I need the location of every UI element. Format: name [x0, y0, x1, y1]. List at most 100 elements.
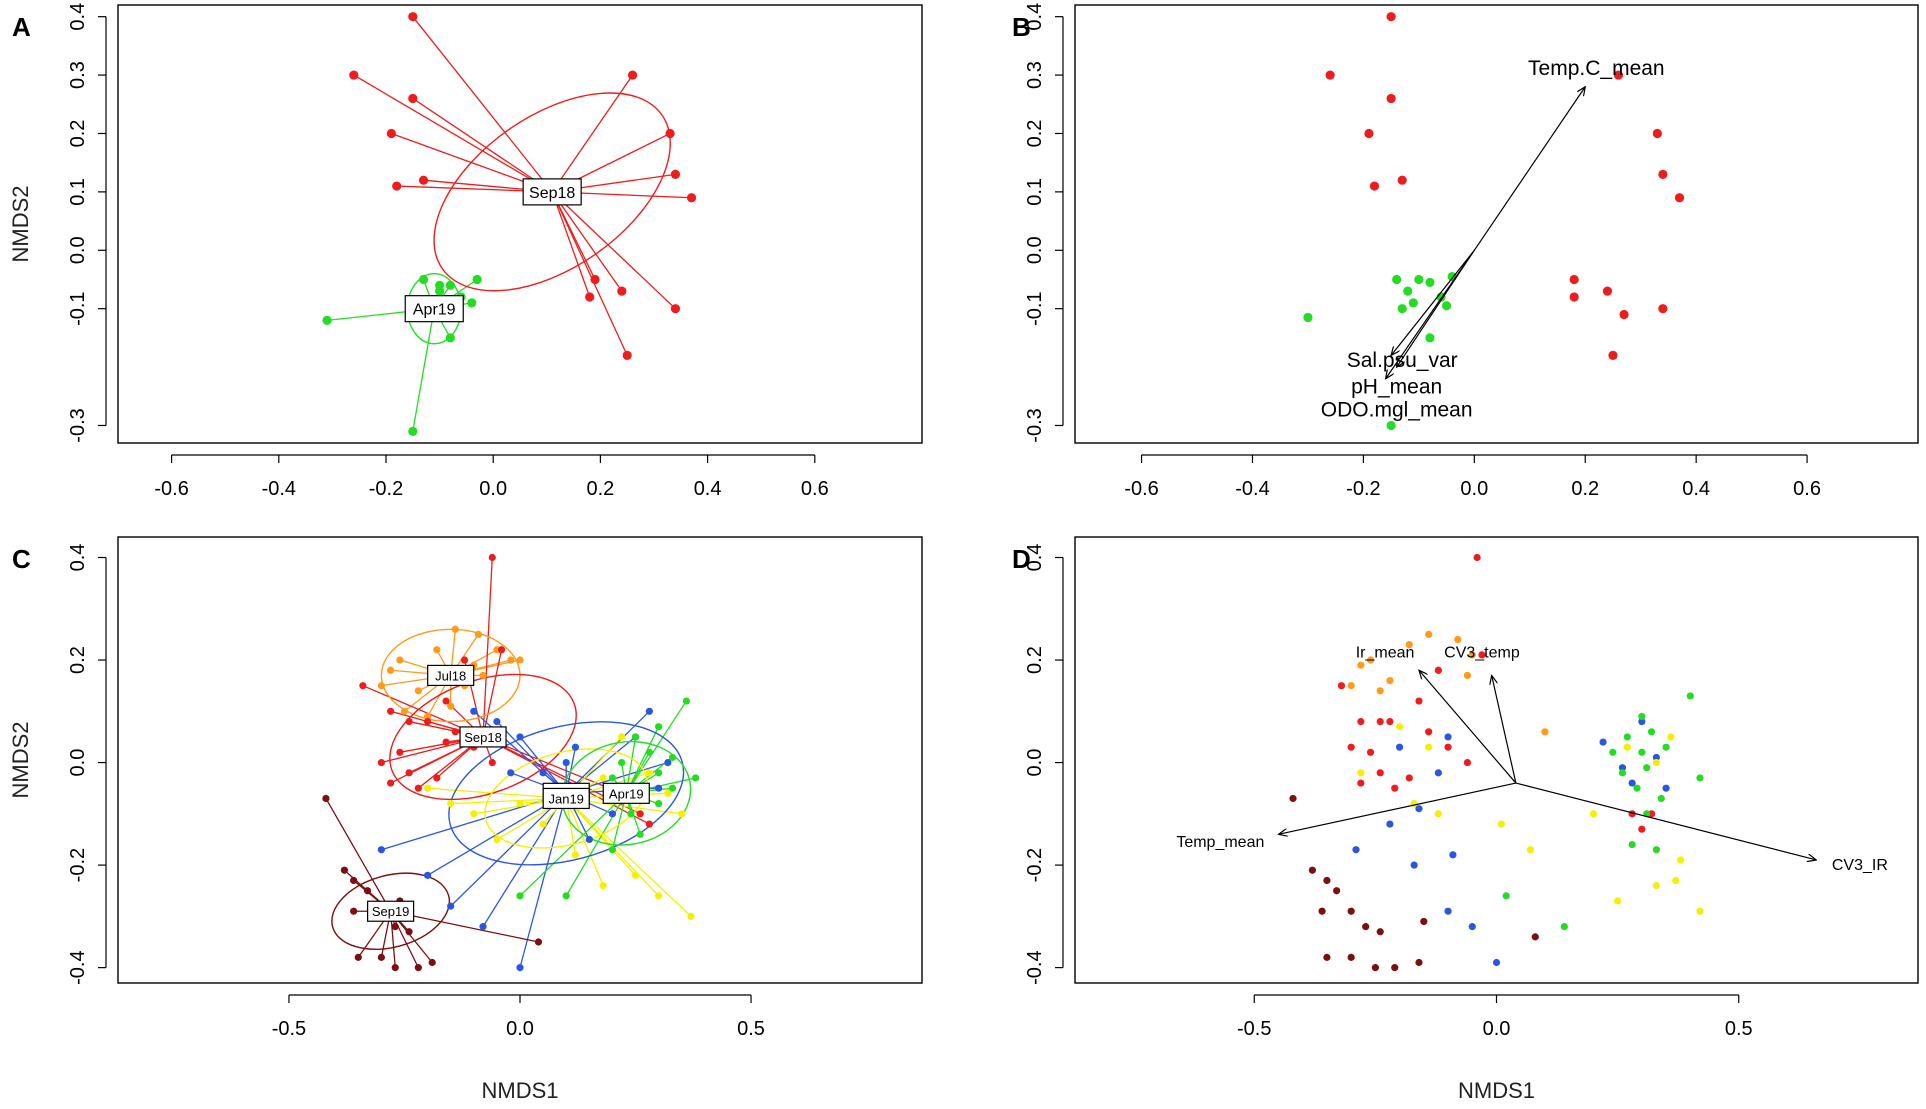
point-jan19 — [1677, 856, 1685, 864]
arrow-sal-psu-var — [1391, 249, 1475, 355]
spider-line-oct18 — [381, 792, 567, 851]
point-jan19 — [1497, 820, 1505, 828]
point-oct18 — [1468, 923, 1476, 931]
group-label-apr19: Apr19 — [404, 295, 464, 323]
x-axis-title: NMDS1 — [1458, 1078, 1535, 1103]
point-oct18 — [645, 707, 653, 715]
point-jan19 — [1589, 810, 1597, 818]
point-apr19 — [445, 333, 455, 343]
group-label-sep18: Sep18 — [459, 726, 507, 748]
point-jul18 — [507, 656, 515, 664]
y-tick-label: 0.3 — [67, 61, 89, 89]
arrow-label-odo-mgl-mean: ODO.mgl_mean — [1321, 399, 1473, 422]
group-label-text: Apr19 — [609, 786, 644, 801]
point-sep19 — [363, 887, 372, 895]
y-tick-label: 0.4 — [1024, 544, 1046, 572]
point-jul18 — [387, 666, 395, 674]
point-oct18 — [516, 964, 524, 972]
point-sep18 — [1658, 169, 1668, 179]
y-tick-label: 0.0 — [1024, 236, 1046, 264]
group-label-box — [404, 295, 464, 323]
point-apr19 — [562, 892, 570, 900]
point-sep18 — [408, 12, 418, 22]
point-sep18 — [442, 697, 450, 705]
point-oct18 — [1444, 733, 1452, 741]
point-apr19 — [408, 426, 418, 436]
group-label-box — [459, 726, 507, 748]
y-tick-label: 0.1 — [1024, 178, 1046, 206]
y-axis-title: NMDS2 — [8, 721, 33, 798]
point-sep18 — [488, 553, 496, 562]
y-tick-label: -0.3 — [67, 408, 89, 442]
point-apr19 — [1633, 784, 1641, 792]
spider-line-apr19 — [625, 726, 660, 794]
x-tick-label: 0.4 — [694, 478, 722, 500]
point-oct18 — [1449, 851, 1457, 859]
point-sep18 — [1658, 304, 1668, 314]
point-sep19 — [1289, 794, 1297, 803]
point-jan19 — [618, 733, 626, 741]
point-jul18 — [1541, 728, 1549, 736]
spider-line-oct18 — [496, 721, 567, 794]
x-tick-label: -0.5 — [1237, 1018, 1271, 1040]
x-tick-label: -0.5 — [272, 1018, 306, 1040]
point-apr19 — [1638, 712, 1646, 721]
panel-letter: D — [1012, 544, 1031, 574]
point-apr19 — [655, 799, 663, 808]
point-apr19 — [1686, 692, 1694, 700]
spider-line-sep18 — [551, 191, 623, 292]
plot-frame — [117, 4, 923, 444]
group-label-box — [427, 664, 475, 687]
y-tick-label: -0.4 — [1024, 950, 1046, 984]
point-oct18 — [1599, 738, 1607, 746]
point-jan19 — [1672, 876, 1680, 885]
y-tick-label: -0.1 — [67, 291, 89, 325]
point-sep18 — [1325, 70, 1335, 80]
x-tick-label: 0.5 — [737, 1018, 765, 1040]
point-oct18 — [1415, 805, 1423, 813]
point-sep18 — [585, 292, 595, 302]
point-apr19 — [1652, 846, 1660, 854]
point-jul18 — [479, 671, 487, 680]
point-sep18 — [590, 274, 600, 285]
point-apr19 — [618, 758, 626, 767]
ellipse-sep18 — [433, 92, 671, 292]
point-jan19 — [1623, 743, 1631, 751]
point-oct18 — [447, 902, 455, 910]
x-tick-label: 0.0 — [1460, 478, 1488, 500]
arrow-temp-c-mean — [1473, 87, 1585, 251]
panel-letter: A — [12, 12, 31, 42]
point-oct18 — [1434, 769, 1442, 777]
y-tick-label: -0.2 — [67, 848, 89, 882]
point-jul18 — [1468, 651, 1476, 659]
arrow-cv3-ir — [1515, 782, 1816, 860]
point-jan19 — [599, 881, 607, 890]
point-sep19 — [322, 794, 330, 803]
point-sep18 — [408, 93, 418, 104]
panel-b: B -0.6 -0.4 -0.2 0.0 0.2 0.4 0.6 -0.3 -0.1 0.0 0.1 0… — [1012, 3, 1919, 500]
group-label-sep18: Sep18 — [522, 178, 582, 206]
x-tick-label: -0.2 — [1346, 478, 1380, 500]
point-sep18 — [1386, 93, 1396, 104]
point-sep18 — [1347, 743, 1355, 751]
point-jul18 — [396, 656, 404, 664]
point-jul18 — [1366, 656, 1375, 664]
point-jul18 — [474, 630, 483, 639]
spider-line-sep19 — [325, 798, 392, 912]
point-jan19 — [645, 769, 653, 777]
point-sep19 — [350, 876, 358, 885]
point-sep18 — [1364, 128, 1374, 139]
ellipse-jul18 — [380, 628, 521, 723]
arrow-label-cv3-ir: CV3_IR — [1832, 857, 1888, 874]
y-tick-label: 0.2 — [1024, 646, 1046, 674]
point-oct18 — [1396, 743, 1404, 751]
point-jul18 — [451, 625, 459, 633]
ellipse-sep19 — [331, 872, 451, 950]
point-jul18 — [1347, 682, 1355, 690]
y-tick-label: 0.0 — [67, 749, 89, 777]
point-oct18 — [1492, 958, 1501, 967]
point-sep18 — [1613, 70, 1624, 80]
y-tick-label: -0.3 — [1024, 408, 1046, 442]
x-axis-title: NMDS1 — [481, 1078, 558, 1103]
